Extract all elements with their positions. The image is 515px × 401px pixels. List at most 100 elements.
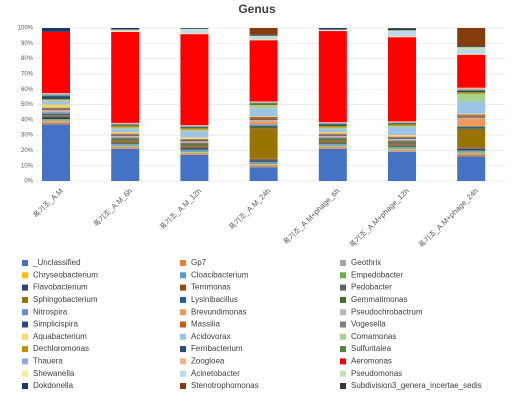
bar-segment [249, 102, 278, 103]
bar-segment [318, 29, 347, 31]
legend-swatch [340, 284, 346, 291]
bar-segment [180, 140, 209, 142]
bar-segment [318, 141, 347, 143]
legend-label: Lysinibacillus [191, 295, 238, 304]
legend-label: Brevundimonas [191, 307, 247, 316]
bar-segment [249, 35, 278, 38]
bar-segment [318, 137, 347, 139]
bar-segment [457, 28, 486, 47]
bar-segment [180, 139, 209, 141]
bar-segment [42, 122, 70, 125]
bar-segment [111, 31, 140, 32]
y-tick-label: 10% [21, 163, 34, 169]
legend-label: Acinetobacter [191, 369, 240, 378]
bar-segment [388, 28, 416, 29]
bar-segment [249, 125, 278, 128]
bar-segment [457, 90, 486, 93]
legend-swatch [180, 284, 186, 291]
bar-segment [318, 142, 347, 144]
bar-segment [111, 123, 140, 125]
bar-segment [111, 148, 140, 149]
bar-segment [318, 127, 347, 129]
bar-segment [249, 121, 278, 125]
bar-segment [111, 31, 140, 123]
legend-label: Terrimonas [191, 283, 231, 292]
legend-swatch [180, 260, 186, 266]
bar-segment [180, 33, 209, 35]
legend-label: Aquabacterium [33, 332, 87, 341]
bar-segment [457, 101, 486, 114]
bar-segment [318, 134, 347, 136]
legend-swatch [22, 321, 28, 328]
bar-segment [42, 104, 70, 108]
bar-segment [457, 125, 486, 127]
bar-segment [249, 39, 278, 41]
bar-segment [180, 128, 209, 130]
bar-segment [111, 124, 140, 126]
bar-segment [249, 40, 278, 102]
bar-segment [249, 37, 278, 40]
bar-segment [249, 167, 278, 181]
bar-segment [180, 28, 209, 29]
bar-segment [457, 148, 486, 149]
bar-segment [318, 132, 347, 134]
bar-segment [388, 139, 416, 141]
bar-segment [318, 135, 347, 137]
legend-label: _Unclassified [32, 258, 81, 267]
bar-segment [249, 103, 278, 105]
y-tick-label: 60% [21, 87, 34, 93]
bar-segment [457, 114, 486, 116]
bar-segment [249, 34, 278, 36]
bar-segment [111, 144, 140, 146]
bar-segment [111, 148, 140, 181]
bar-segment [318, 28, 347, 30]
bar-segment [180, 148, 209, 150]
bar-segment [111, 141, 140, 143]
bar-segment [318, 30, 347, 32]
bar-segment [388, 138, 416, 140]
bar-segment [42, 28, 70, 32]
x-tick-label: 폭기조_A.M+phage_6h [282, 186, 342, 246]
legend-label: Chryseobacterium [33, 270, 98, 279]
legend-swatch [22, 333, 28, 340]
bar-segment [318, 122, 347, 124]
x-tick-label: 폭기조_A.M_12h [158, 186, 203, 231]
bar-segment [180, 144, 209, 146]
legend-swatch [340, 358, 346, 365]
bar-segment [180, 125, 209, 127]
legend-swatch [340, 296, 346, 303]
x-tick-label: 폭기조_A.M+phage_12h [348, 186, 411, 249]
bar-segment [111, 142, 140, 144]
bar-segment [249, 166, 278, 168]
bar-segment [388, 137, 416, 139]
bar-segment [457, 46, 486, 48]
bar-segment [388, 125, 416, 128]
bar-segment [249, 160, 278, 162]
bar-segment [111, 135, 140, 137]
legend-swatch [22, 370, 28, 377]
bar-segment [388, 37, 416, 122]
bar-segment [388, 151, 416, 181]
legend-label: Flavobacterium [33, 283, 88, 292]
legend-swatch [340, 346, 346, 353]
bar-segment [180, 125, 209, 126]
bar-segment [180, 129, 209, 132]
legend-swatch [22, 260, 28, 266]
bar-segment [388, 136, 416, 138]
legend-swatch [22, 383, 28, 389]
bar-segment [457, 153, 486, 155]
bar-segment [318, 141, 347, 142]
bar-segment [249, 102, 278, 104]
bar-segment [457, 116, 486, 118]
bar-segment [318, 144, 347, 146]
bar-segment [249, 161, 278, 163]
bar-segment [111, 128, 140, 133]
bar-segment [111, 133, 140, 135]
bar-segment [180, 154, 209, 155]
bar-segment [318, 145, 347, 147]
legend-label: Pseudochrobactrum [351, 307, 423, 316]
bar-segment [249, 28, 278, 35]
bar-segment [318, 138, 347, 139]
bar-segment [111, 141, 140, 142]
bar-segment [388, 140, 416, 142]
